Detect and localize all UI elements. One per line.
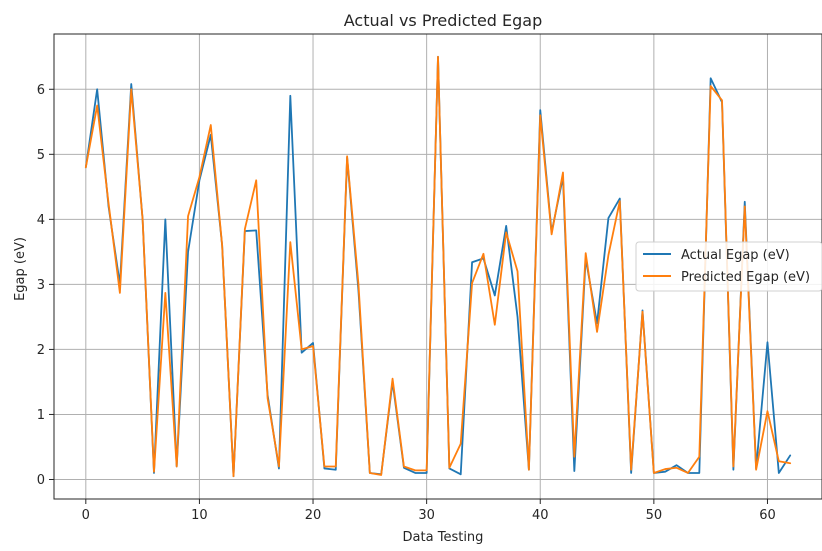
x-axis-label: Data Testing [403, 530, 484, 545]
y-tick-label: 2 [37, 343, 45, 358]
x-tick-label: 10 [191, 508, 208, 523]
y-tick-label: 3 [37, 278, 45, 293]
y-tick-label: 0 [37, 473, 45, 488]
y-tick-label: 4 [37, 213, 45, 228]
legend-label-actual: Actual Egap (eV) [681, 248, 790, 263]
y-tick-label: 6 [37, 83, 45, 98]
y-tick-label: 1 [37, 408, 45, 423]
y-axis-label: Egap (eV) [13, 237, 28, 301]
x-tick-label: 20 [305, 508, 322, 523]
x-tick-label: 0 [82, 508, 90, 523]
series-line-predicted [84, 55, 792, 478]
x-axis-ticks: 0 10 20 30 40 50 60 [82, 499, 776, 523]
legend: Actual Egap (eV) Predicted Egap (eV) [635, 241, 822, 292]
legend-box [635, 241, 822, 292]
x-tick-label: 60 [759, 508, 776, 523]
legend-label-predicted: Predicted Egap (eV) [681, 270, 810, 285]
series-layer [84, 55, 792, 478]
y-axis-ticks: 0 1 2 3 4 5 6 [37, 83, 54, 488]
x-tick-label: 40 [532, 508, 549, 523]
x-tick-label: 30 [418, 508, 435, 523]
y-tick-label: 5 [37, 148, 45, 163]
chart-title: Actual vs Predicted Egap [344, 11, 543, 30]
x-tick-label: 50 [646, 508, 663, 523]
plot-frame [53, 33, 822, 500]
